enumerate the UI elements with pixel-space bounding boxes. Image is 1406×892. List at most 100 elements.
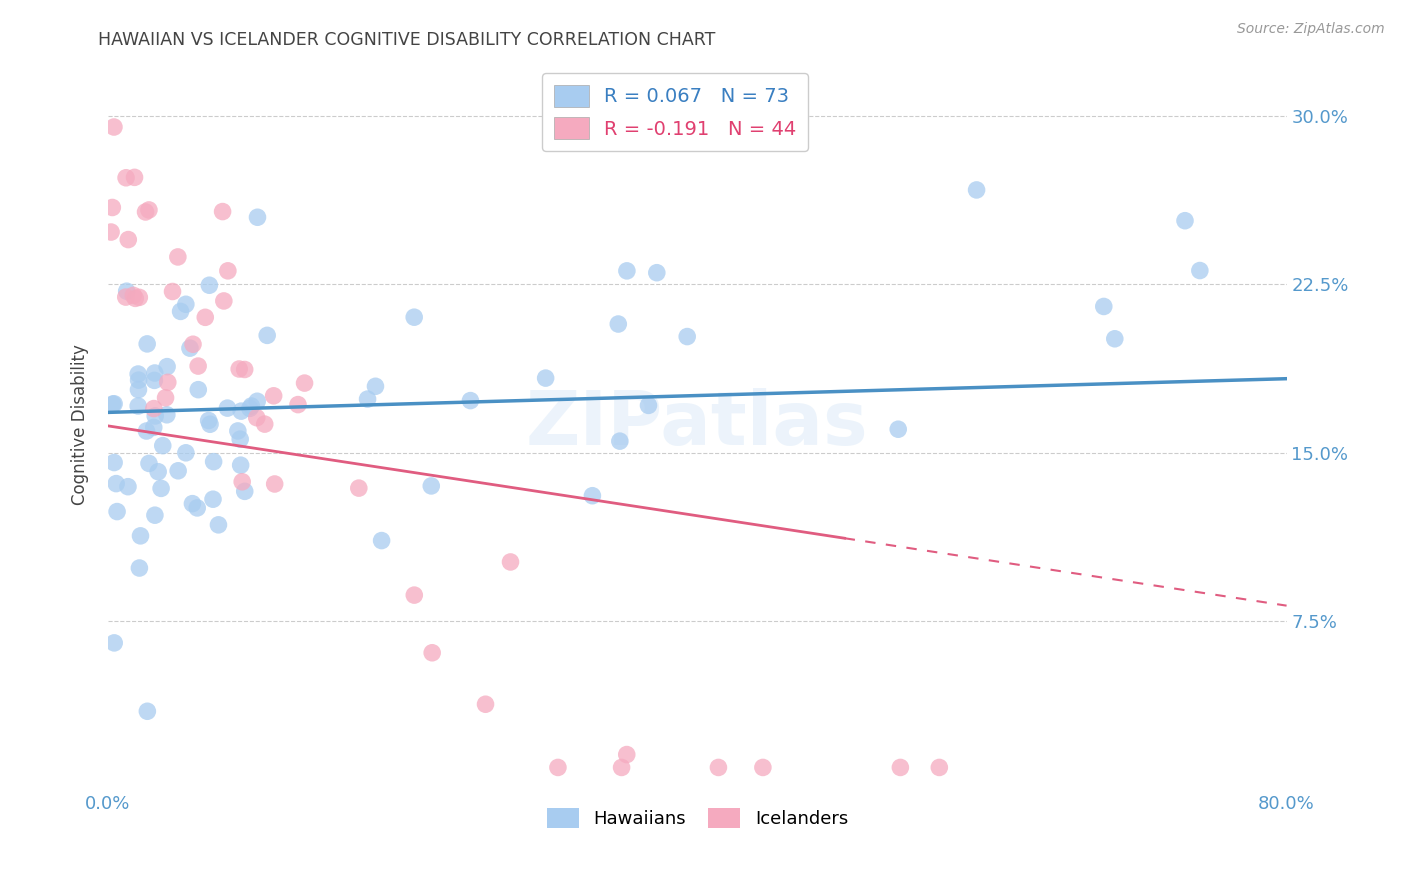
Point — [187, 383, 209, 397]
Point — [128, 290, 150, 304]
Point — [198, 417, 221, 432]
Point — [610, 760, 633, 774]
Point — [231, 475, 253, 489]
Point — [404, 310, 426, 325]
Point — [138, 457, 160, 471]
Point — [197, 413, 219, 427]
Point — [474, 698, 496, 712]
Point — [181, 497, 204, 511]
Point — [135, 205, 157, 219]
Point — [124, 291, 146, 305]
Point — [101, 201, 124, 215]
Point — [637, 398, 659, 412]
Legend: Hawaiians, Icelanders: Hawaiians, Icelanders — [540, 800, 855, 836]
Point — [547, 760, 569, 774]
Point — [143, 508, 166, 523]
Point — [202, 455, 225, 469]
Point — [499, 555, 522, 569]
Point — [966, 183, 988, 197]
Point — [135, 424, 157, 438]
Point — [229, 458, 252, 472]
Point — [226, 424, 249, 438]
Point — [294, 376, 316, 390]
Point — [174, 446, 197, 460]
Point — [138, 202, 160, 217]
Point — [187, 359, 209, 373]
Point — [1104, 332, 1126, 346]
Point — [287, 398, 309, 412]
Point — [263, 477, 285, 491]
Point — [607, 317, 630, 331]
Point — [115, 170, 138, 185]
Point — [1188, 263, 1211, 277]
Point — [117, 480, 139, 494]
Point — [100, 225, 122, 239]
Point — [752, 760, 775, 774]
Point — [233, 484, 256, 499]
Point — [460, 393, 482, 408]
Point — [229, 432, 252, 446]
Point — [1092, 300, 1115, 314]
Point — [370, 533, 392, 548]
Point — [233, 362, 256, 376]
Point — [136, 337, 159, 351]
Point — [136, 704, 159, 718]
Point — [534, 371, 557, 385]
Point — [263, 389, 285, 403]
Point — [887, 422, 910, 436]
Point — [127, 399, 149, 413]
Point — [581, 489, 603, 503]
Point — [101, 397, 124, 411]
Point — [146, 465, 169, 479]
Point — [347, 481, 370, 495]
Y-axis label: Cognitive Disability: Cognitive Disability — [72, 344, 89, 505]
Point — [117, 233, 139, 247]
Point — [246, 211, 269, 225]
Point — [404, 588, 426, 602]
Point — [202, 492, 225, 507]
Point — [645, 266, 668, 280]
Point — [174, 297, 197, 311]
Point — [167, 250, 190, 264]
Point — [211, 204, 233, 219]
Point — [240, 399, 263, 413]
Point — [676, 329, 699, 343]
Point — [179, 341, 201, 355]
Text: ZIPatlas: ZIPatlas — [526, 388, 869, 461]
Point — [169, 304, 191, 318]
Point — [105, 476, 128, 491]
Point — [162, 285, 184, 299]
Point — [356, 392, 378, 406]
Point — [609, 434, 631, 449]
Point — [156, 359, 179, 374]
Point — [115, 284, 138, 298]
Point — [156, 408, 179, 422]
Point — [198, 278, 221, 293]
Point — [239, 401, 262, 416]
Point — [128, 561, 150, 575]
Point — [127, 383, 149, 397]
Point — [217, 401, 239, 416]
Point — [420, 479, 443, 493]
Point — [103, 456, 125, 470]
Point — [246, 410, 269, 425]
Point — [143, 409, 166, 423]
Point — [231, 404, 253, 418]
Point — [253, 417, 276, 431]
Point — [103, 397, 125, 411]
Text: Source: ZipAtlas.com: Source: ZipAtlas.com — [1237, 22, 1385, 37]
Point — [616, 264, 638, 278]
Point — [129, 529, 152, 543]
Point — [256, 328, 278, 343]
Point — [928, 760, 950, 774]
Point — [181, 337, 204, 351]
Point — [167, 464, 190, 478]
Point — [128, 373, 150, 387]
Point — [152, 439, 174, 453]
Point — [142, 401, 165, 416]
Point — [707, 760, 730, 774]
Point — [246, 394, 269, 409]
Point — [186, 500, 208, 515]
Point — [217, 264, 239, 278]
Point — [194, 310, 217, 325]
